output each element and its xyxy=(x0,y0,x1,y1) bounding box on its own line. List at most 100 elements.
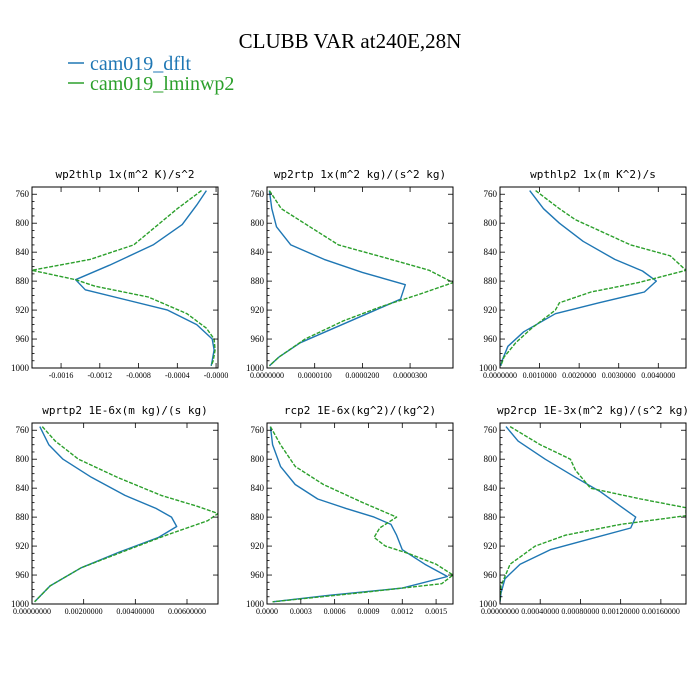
x-tick-label: 0.0015 xyxy=(425,607,447,616)
y-tick-label: 960 xyxy=(484,334,498,344)
y-tick-label: 800 xyxy=(251,218,265,228)
series-line-lminwp2 xyxy=(500,190,686,367)
panel-title: wpthlp2 1x(m K^2)/s xyxy=(530,168,656,181)
x-tick-label: 0.00080000 xyxy=(561,607,599,616)
panel-title: wp2rcp 1E-3x(m^2 kg)/(s^2 kg) xyxy=(497,404,689,417)
y-tick-label: 880 xyxy=(251,276,265,286)
y-tick-label: 760 xyxy=(16,425,30,435)
y-tick-label: 880 xyxy=(16,276,30,286)
y-tick-label: 1000 xyxy=(11,363,30,373)
y-tick-label: 760 xyxy=(484,425,498,435)
x-tick-label: 0.00600000 xyxy=(168,607,206,616)
series-line-lminwp2 xyxy=(34,426,218,603)
x-tick-label: -0.0000 xyxy=(204,371,229,380)
series-line-dflt xyxy=(268,190,406,367)
y-tick-label: 920 xyxy=(251,541,265,551)
panel-4: wprtp2 1E-6x(m kg)/(s kg) 760 800 840 880 920… xyxy=(11,404,219,616)
y-tick-label: 1000 xyxy=(479,363,498,373)
y-tick-label: 960 xyxy=(16,570,30,580)
series-line-lminwp2 xyxy=(32,190,216,367)
y-tick-label: 920 xyxy=(16,541,30,551)
x-tick-label: 0.0006 xyxy=(324,607,346,616)
plot-frame xyxy=(31,186,219,369)
x-tick-label: 0.00400000 xyxy=(116,607,154,616)
series-line-dflt xyxy=(500,190,657,366)
y-tick-label: 840 xyxy=(251,483,265,493)
y-tick-label: 880 xyxy=(251,512,265,522)
y-tick-label: 880 xyxy=(484,276,498,286)
x-tick-label: 0.0020000 xyxy=(562,371,596,380)
plot-frame xyxy=(266,186,454,369)
plot-frame xyxy=(499,186,687,369)
y-tick-label: 840 xyxy=(484,483,498,493)
series-line-dflt xyxy=(34,426,178,603)
series-line-lminwp2 xyxy=(268,190,453,367)
series-line-lminwp2 xyxy=(269,426,453,603)
y-tick-label: 840 xyxy=(16,247,30,257)
y-tick-label: 760 xyxy=(251,189,265,199)
panel-5: rcp2 1E-6x(kg^2)/(kg^2) 760 800 840 880 920 96… xyxy=(246,404,454,616)
x-tick-label: 0.0040000 xyxy=(641,371,675,380)
x-tick-label: 0.0010000 xyxy=(523,371,557,380)
panel-2: wp2rtp 1x(m^2 kg)/(s^2 kg) 760 800 840 880 92… xyxy=(246,168,454,380)
plot-frame xyxy=(266,422,454,605)
x-tick-label: -0.0004 xyxy=(165,371,190,380)
y-tick-label: 760 xyxy=(251,425,265,435)
y-tick-label: 800 xyxy=(16,454,30,464)
panel-title: wp2thlp 1x(m^2 K)/s^2 xyxy=(55,168,194,181)
x-tick-label: -0.0008 xyxy=(126,371,151,380)
x-tick-label: 0.0000300 xyxy=(393,371,427,380)
x-tick-label: 0.0009 xyxy=(357,607,379,616)
y-tick-label: 840 xyxy=(484,247,498,257)
x-tick-label: -0.0016 xyxy=(49,371,74,380)
x-tick-label: 0.0003 xyxy=(290,607,312,616)
y-tick-label: 1000 xyxy=(479,599,498,609)
y-tick-label: 960 xyxy=(484,570,498,580)
y-tick-label: 880 xyxy=(484,512,498,522)
x-tick-label: -0.0012 xyxy=(87,371,112,380)
x-tick-label: 0.0000100 xyxy=(298,371,332,380)
panels: wp2thlp 1x(m^2 K)/s^2 760 800 840 880 920 960 1… xyxy=(11,168,689,616)
figure-title: CLUBB VAR at240E,28N xyxy=(239,29,462,53)
x-tick-label: 0.0000200 xyxy=(345,371,379,380)
panel-1: wp2thlp 1x(m^2 K)/s^2 760 800 840 880 920 960 1… xyxy=(11,168,228,380)
y-tick-label: 1000 xyxy=(246,599,265,609)
panel-6: wp2rcp 1E-3x(m^2 kg)/(s^2 kg) 760 800 840 88… xyxy=(479,404,689,616)
panel-title: wp2rtp 1x(m^2 kg)/(s^2 kg) xyxy=(274,168,446,181)
y-tick-label: 760 xyxy=(16,189,30,199)
x-tick-label: 0.0000 xyxy=(256,607,278,616)
panel-title: rcp2 1E-6x(kg^2)/(kg^2) xyxy=(284,404,436,417)
x-tick-label: 0.0000000 xyxy=(483,371,517,380)
y-tick-label: 800 xyxy=(484,454,498,464)
x-tick-label: 0.0000000 xyxy=(250,371,284,380)
series-line-lminwp2 xyxy=(500,426,686,602)
y-tick-label: 800 xyxy=(16,218,30,228)
panel-3: wpthlp2 1x(m K^2)/s 760 800 840 880 920 960 100… xyxy=(479,168,687,380)
y-tick-label: 880 xyxy=(16,512,30,522)
y-tick-label: 920 xyxy=(484,541,498,551)
x-tick-label: 0.00200000 xyxy=(65,607,103,616)
x-tick-label: 0.00160000 xyxy=(642,607,680,616)
plot-frame xyxy=(499,422,687,605)
x-tick-label: 0.00040000 xyxy=(521,607,559,616)
y-tick-label: 1000 xyxy=(11,599,30,609)
series-line-dflt xyxy=(500,426,637,602)
y-tick-label: 960 xyxy=(251,334,265,344)
legend-label-lminwp2: cam019_lminwp2 xyxy=(90,73,234,95)
y-tick-label: 920 xyxy=(484,305,498,315)
legend-label-dflt: cam019_dflt xyxy=(90,53,192,75)
x-tick-label: 0.00000000 xyxy=(481,607,519,616)
y-tick-label: 840 xyxy=(16,483,30,493)
x-tick-label: 0.0030000 xyxy=(602,371,636,380)
y-tick-label: 960 xyxy=(16,334,30,344)
y-tick-label: 1000 xyxy=(246,363,265,373)
x-tick-label: 0.00120000 xyxy=(602,607,640,616)
series-line-dflt xyxy=(74,190,215,366)
x-tick-label: 0.00000000 xyxy=(13,607,51,616)
y-tick-label: 760 xyxy=(484,189,498,199)
y-tick-label: 920 xyxy=(251,305,265,315)
y-tick-label: 800 xyxy=(251,454,265,464)
plot-frame xyxy=(31,422,219,605)
series-line-dflt xyxy=(269,426,449,603)
